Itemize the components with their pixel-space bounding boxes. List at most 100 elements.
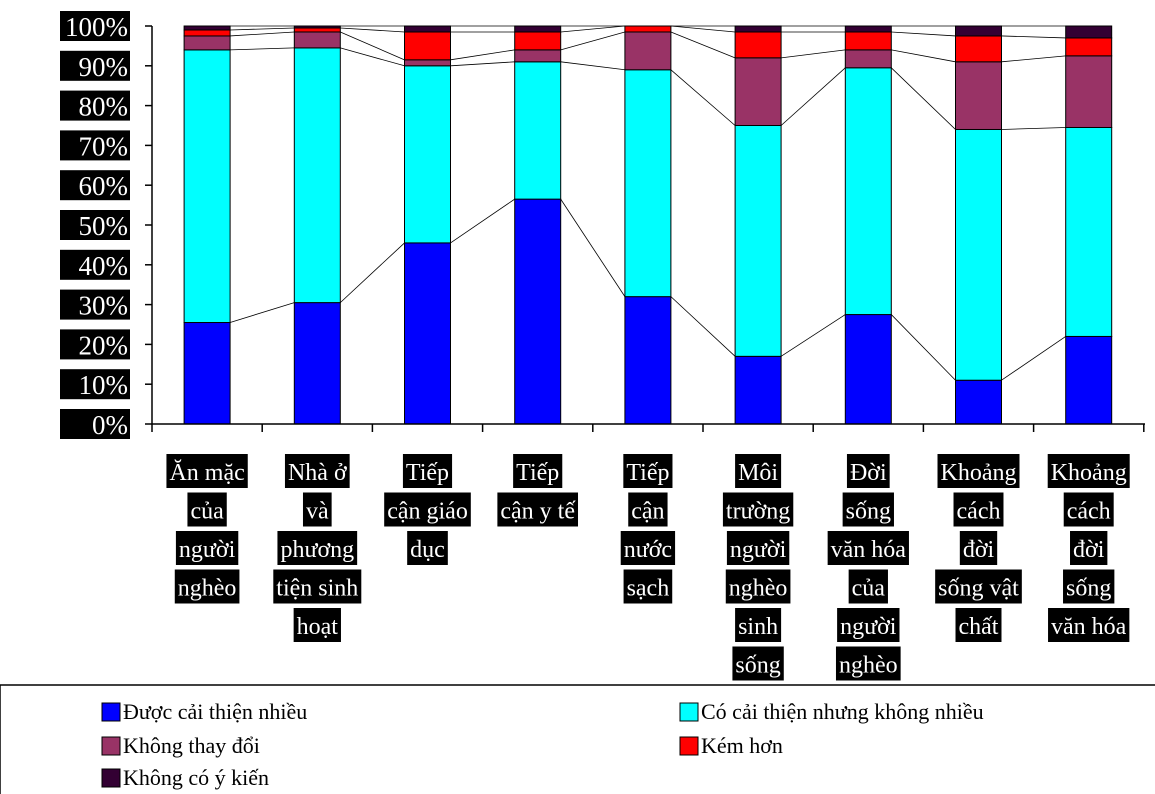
y-tick-label: 40%	[79, 251, 129, 281]
x-tick-label: Môi	[738, 460, 778, 486]
x-tick-label: Khoảng	[1051, 460, 1127, 486]
bar-segment	[183, 322, 231, 425]
x-tick-label-bg	[955, 608, 1002, 642]
y-tick-label: 60%	[79, 171, 129, 201]
x-tick-label: Tiếp	[516, 460, 559, 486]
x-tick-label: nghèo	[178, 576, 237, 602]
x-tick-label: văn hóa	[831, 537, 907, 563]
bar-segment	[624, 31, 672, 71]
series-connector-lines	[229, 25, 1066, 381]
series-line	[891, 67, 956, 130]
series-line	[891, 49, 956, 63]
x-tick-label: đời	[1073, 537, 1105, 563]
bar-segment	[404, 242, 451, 425]
x-tick-label: Đời	[850, 460, 887, 486]
x-tick-label: hoạt	[297, 614, 339, 640]
x-tick-label: nước	[624, 537, 672, 563]
y-tick-label: 30%	[79, 291, 129, 321]
legend-swatch	[679, 736, 699, 756]
y-tick-label-bg	[60, 170, 130, 201]
x-tick-label: Tiếp	[626, 460, 669, 486]
bars	[183, 25, 1113, 425]
x-tick-label: cận y tế	[500, 499, 576, 525]
x-tick-label: phương	[280, 537, 354, 563]
x-axis-labels: Ăn mặc của người nghèo Nhà ở và phương tiện sin…	[166, 454, 1130, 681]
x-tick-label: và	[306, 499, 329, 525]
legend-frame	[0, 684, 1155, 794]
bar-segment	[293, 47, 341, 304]
bar-segment	[404, 25, 451, 33]
y-tick-label: 70%	[79, 131, 129, 161]
x-tick-label-bg	[846, 454, 890, 488]
series-line	[891, 314, 956, 381]
bar-segment	[404, 59, 451, 67]
y-tick-label-bg	[60, 329, 130, 360]
x-tick-label: Ăn mặc	[169, 460, 244, 486]
x-tick-label-bg	[953, 492, 1004, 527]
series-line	[560, 198, 626, 297]
bar-segment	[293, 302, 341, 425]
y-axis: 0% 10% 20% 30% 40% 50% 60% 70% 80% 90% 100%	[60, 11, 130, 440]
series-line	[340, 27, 405, 33]
x-tick-label-bg	[620, 531, 676, 565]
x-tick-label: sinh	[738, 614, 778, 640]
series-line	[340, 47, 405, 67]
x-tick-label-bg	[187, 492, 227, 527]
bar-segment	[1065, 37, 1113, 57]
x-tick-label-bg	[384, 492, 471, 527]
x-tick-label: người	[840, 614, 897, 640]
x-tick-label-bg	[277, 531, 358, 565]
y-tick-label: 100%	[65, 12, 128, 42]
bar-segment	[955, 35, 1002, 63]
x-tick-label: Tiếp	[406, 460, 449, 486]
y-tick-label-bg	[60, 289, 130, 320]
x-tick-label-bg	[835, 646, 901, 681]
x-tick-label-bg	[848, 569, 888, 604]
series-line	[670, 31, 736, 59]
x-tick-label: cận giáo	[387, 499, 468, 525]
x-tick-label-bg	[935, 569, 1022, 604]
legend-swatch	[101, 702, 121, 722]
y-tick-label: 10%	[79, 370, 129, 400]
x-tick-label: của	[852, 576, 886, 602]
series-line	[670, 296, 736, 357]
x-tick-label: cách	[1067, 499, 1111, 525]
bar-segment	[1065, 55, 1113, 128]
legend-label: Không thay đổi	[123, 733, 260, 758]
x-tick-label-bg	[827, 531, 909, 565]
x-tick-label-bg	[735, 608, 782, 642]
x-tick-label-bg	[725, 569, 791, 604]
x-tick-label-bg	[174, 569, 240, 604]
bar-segment	[624, 25, 672, 33]
bar-segment	[514, 25, 562, 33]
legend-swatch	[101, 768, 121, 788]
bar-segment	[293, 31, 341, 49]
bar-segment	[844, 49, 892, 69]
legend-label: Được cải thiện nhiều	[123, 699, 307, 724]
x-tick-label: văn hóa	[1051, 614, 1127, 640]
x-tick-label: Nhà ở	[288, 460, 347, 486]
x-tick-label: sống vật	[938, 576, 1019, 602]
bar-segment	[514, 31, 562, 51]
bar-segment	[734, 355, 782, 425]
y-tick-label-bg	[60, 210, 130, 240]
axes	[145, 25, 1145, 432]
x-tick-label-bg	[1070, 531, 1108, 565]
y-tick-label: 90%	[79, 52, 129, 82]
series-line	[670, 25, 736, 33]
bar-segment	[955, 61, 1002, 130]
bar-segment	[183, 49, 231, 324]
bar-segment	[514, 198, 562, 425]
bar-segment	[844, 25, 892, 33]
x-tick-label-bg	[497, 492, 579, 527]
series-line	[891, 31, 956, 37]
bar-segment	[955, 25, 1002, 37]
bar-segment	[183, 25, 231, 31]
bar-segment	[1065, 126, 1113, 337]
series-line	[1001, 336, 1066, 381]
x-tick-label: người	[179, 537, 236, 563]
x-tick-label: Khoảng	[941, 460, 1017, 486]
bar-segment	[844, 314, 892, 425]
x-tick-label-bg	[284, 454, 350, 488]
